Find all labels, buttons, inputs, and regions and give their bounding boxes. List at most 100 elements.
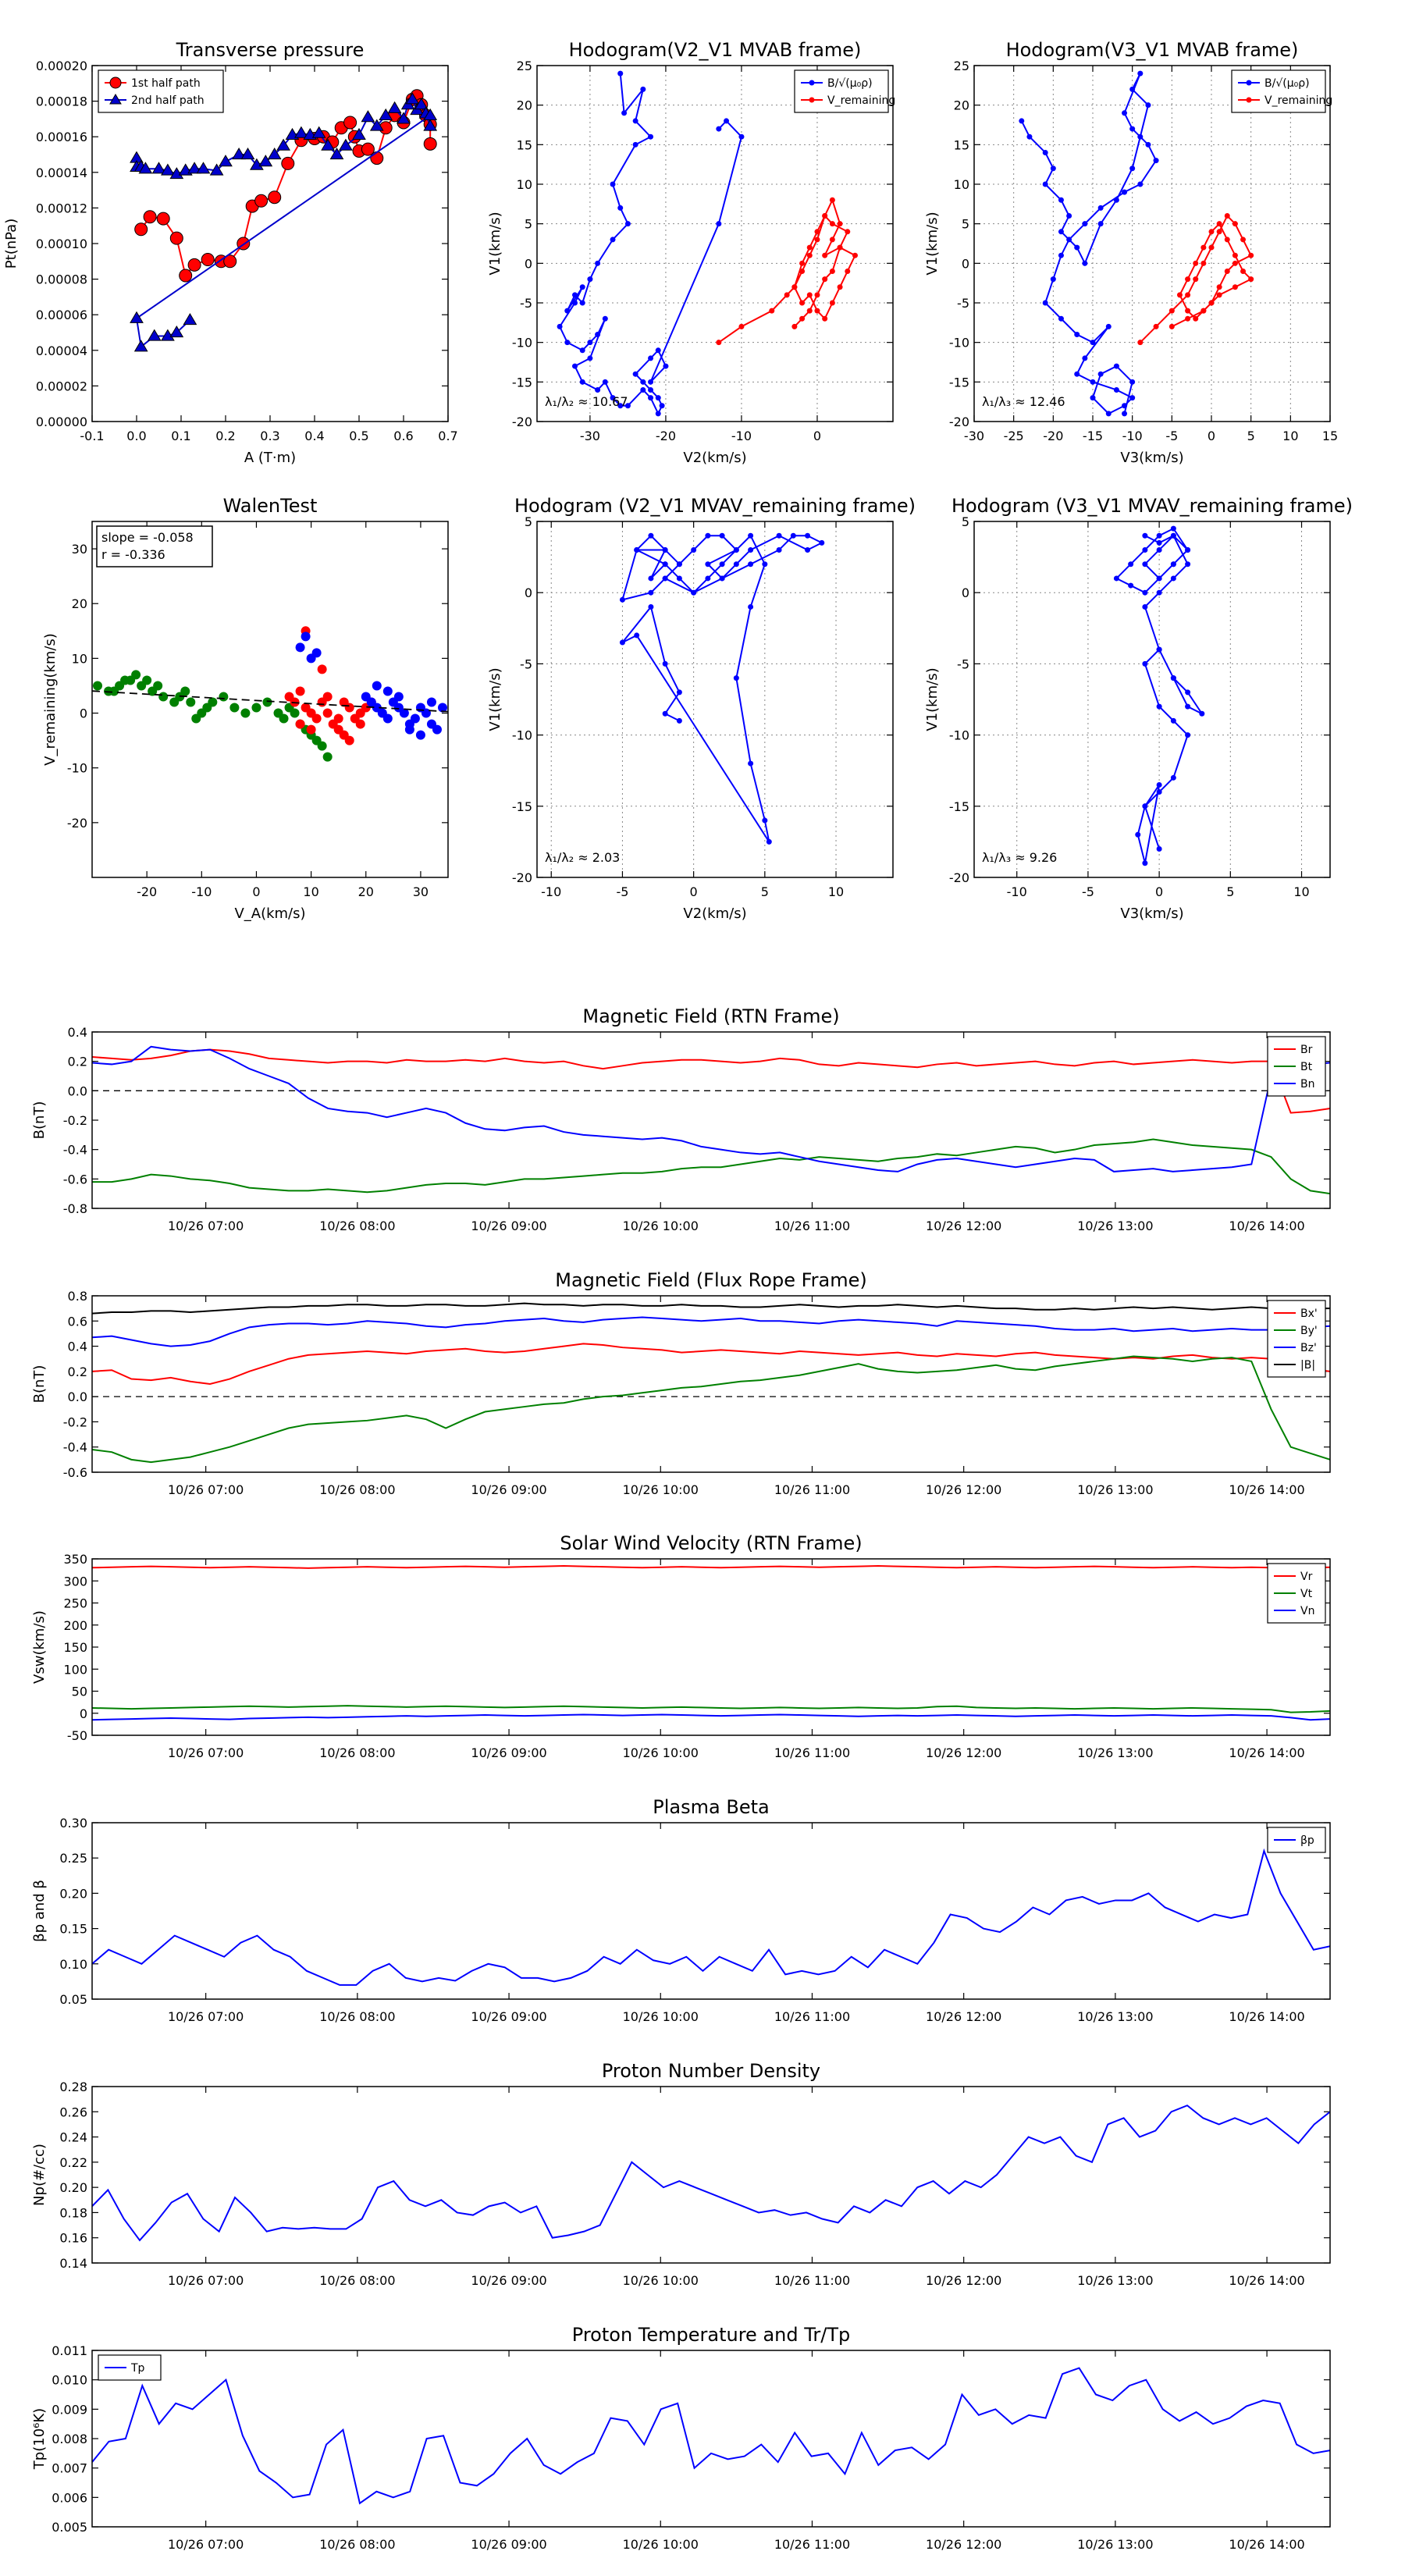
y-tick-label: -5	[520, 296, 532, 311]
chart-bfr: Magnetic Field (Flux Rope Frame) -0.6 -0.4…	[31, 1269, 1331, 1497]
series-0-point	[93, 681, 103, 691]
legend-label: |B|	[1300, 1359, 1315, 1372]
plot-area	[92, 1848, 1330, 1986]
x-tick-label: -30	[580, 429, 600, 443]
x-tick-label: 0.6	[393, 429, 413, 443]
series-0-line	[621, 534, 824, 842]
y-tick-label: 0	[962, 585, 969, 600]
legend-label: B/√(μ₀ρ)	[827, 77, 873, 90]
x-axis-label: V3(km/s)	[1120, 906, 1183, 922]
x-tick-label: 10/26 07:00	[168, 2273, 244, 2288]
x-tick-label: 0.2	[215, 429, 235, 443]
legend-label: Vn	[1300, 1605, 1314, 1617]
series-2nd-half-path-line	[135, 98, 432, 349]
y-tick-label: 0	[962, 256, 969, 271]
series-b--point	[621, 110, 628, 116]
series-v-remaining-point	[1185, 276, 1191, 283]
series-v-remaining-point	[806, 292, 813, 298]
series-0-point	[691, 589, 697, 596]
series-2nd-half-path-point	[161, 163, 175, 176]
series-0-point	[662, 561, 668, 568]
series-0-point	[648, 575, 654, 582]
y-axis-label: V1(km/s)	[487, 667, 503, 731]
series-b--point	[1105, 323, 1112, 329]
series-b--point	[557, 323, 563, 329]
x-tick-label: 10/26 13:00	[1077, 2273, 1153, 2288]
series-b--point	[1082, 355, 1088, 361]
series-b--point	[640, 379, 646, 385]
chart-tp: Proton Temperature and Tr/Tp 0.005 0.006 0.…	[31, 2324, 1331, 2552]
series-2-point	[399, 708, 409, 718]
series-v-remaining-point	[1232, 252, 1238, 258]
series-b--point	[610, 237, 616, 243]
series-1st-half-path-point	[268, 190, 282, 205]
plot-area	[1019, 70, 1254, 417]
series-b--point	[1058, 229, 1064, 235]
y-tick-label: 0.00020	[36, 59, 87, 73]
chart-h4: Hodogram (V3_V1 MVAV_remaining frame) -20…	[924, 495, 1353, 922]
chart-h3: Hodogram (V2_V1 MVAV_remaining frame) -20…	[487, 495, 916, 922]
series-b--point	[595, 332, 601, 338]
y-tick-label: 0	[80, 1706, 87, 1721]
series-1st-half-path-point	[187, 258, 201, 272]
series-1st-half-path-point	[423, 137, 437, 151]
series-0-point	[648, 532, 654, 539]
series-b--point	[632, 141, 638, 148]
y-tick-label: 10	[72, 651, 87, 666]
y-axis-label: V1(km/s)	[487, 212, 503, 275]
legend-box	[98, 69, 224, 113]
series-2nd-half-path-point	[294, 126, 308, 138]
series-b--point	[648, 395, 654, 401]
plot-frame	[91, 1558, 1331, 1736]
chart-title: Hodogram (V3_V1 MVAV_remaining frame)	[951, 495, 1353, 517]
y-tick-label: -0.2	[63, 1414, 87, 1429]
series-bx--line	[92, 1343, 1330, 1386]
series-b--point	[1153, 158, 1159, 164]
y-tick-label: -5	[957, 656, 969, 671]
x-tick-label: 10/26 12:00	[926, 1219, 1001, 1233]
x-tick-label: 10	[303, 884, 318, 899]
series-2-point	[372, 681, 382, 691]
series-2nd-half-path-point	[209, 163, 224, 176]
series-v-remaining-point	[1240, 237, 1247, 243]
y-tick-label: 100	[63, 1662, 87, 1677]
series-b--point	[572, 363, 578, 369]
series-1-point	[317, 664, 327, 674]
series-v-remaining-point	[1193, 315, 1199, 322]
series-2-point	[410, 713, 420, 724]
series-v-remaining-point	[806, 252, 813, 258]
plot-frame	[91, 2350, 1331, 2528]
series-0-point	[1170, 774, 1176, 781]
series-b--point	[716, 126, 722, 132]
series-1-point	[355, 719, 365, 729]
series-0-point	[648, 603, 654, 610]
series-0-point	[1142, 546, 1148, 553]
legend-label: Bt	[1300, 1061, 1313, 1073]
x-tick-label: 0.4	[304, 429, 324, 443]
x-tick-label: 10/26 08:00	[319, 2273, 395, 2288]
x-tick-label: -20	[1043, 429, 1063, 443]
legend-marker	[109, 94, 122, 105]
series-2nd-half-path-point	[147, 329, 162, 341]
y-tick-label: 0.006	[52, 2490, 87, 2505]
x-tick-label: 10/26 09:00	[471, 2009, 546, 2024]
x-tick-label: 0	[252, 884, 260, 899]
x-tick-label: 10/26 09:00	[471, 1745, 546, 1760]
series-b--point	[579, 347, 585, 354]
y-tick-label: 10	[954, 177, 969, 192]
series-v-remaining-point	[1216, 292, 1222, 298]
series-b--point	[648, 133, 654, 140]
plot-area	[1113, 525, 1205, 866]
x-tick-label: -25	[1004, 429, 1024, 443]
x-tick-label: 10	[1282, 429, 1298, 443]
series-v-remaining-point	[852, 252, 858, 258]
series-v-remaining-point	[837, 244, 843, 251]
y-tick-label: 0.26	[59, 2105, 87, 2119]
series-0-point	[1170, 717, 1176, 724]
series-0-point	[1170, 675, 1176, 681]
series-1-point	[322, 692, 333, 702]
x-tick-label: 10/26 11:00	[774, 1219, 850, 1233]
series-b--point	[724, 118, 730, 124]
legend: 1st half path 2nd half path	[98, 69, 224, 113]
y-tick-label: -50	[67, 1728, 87, 1743]
